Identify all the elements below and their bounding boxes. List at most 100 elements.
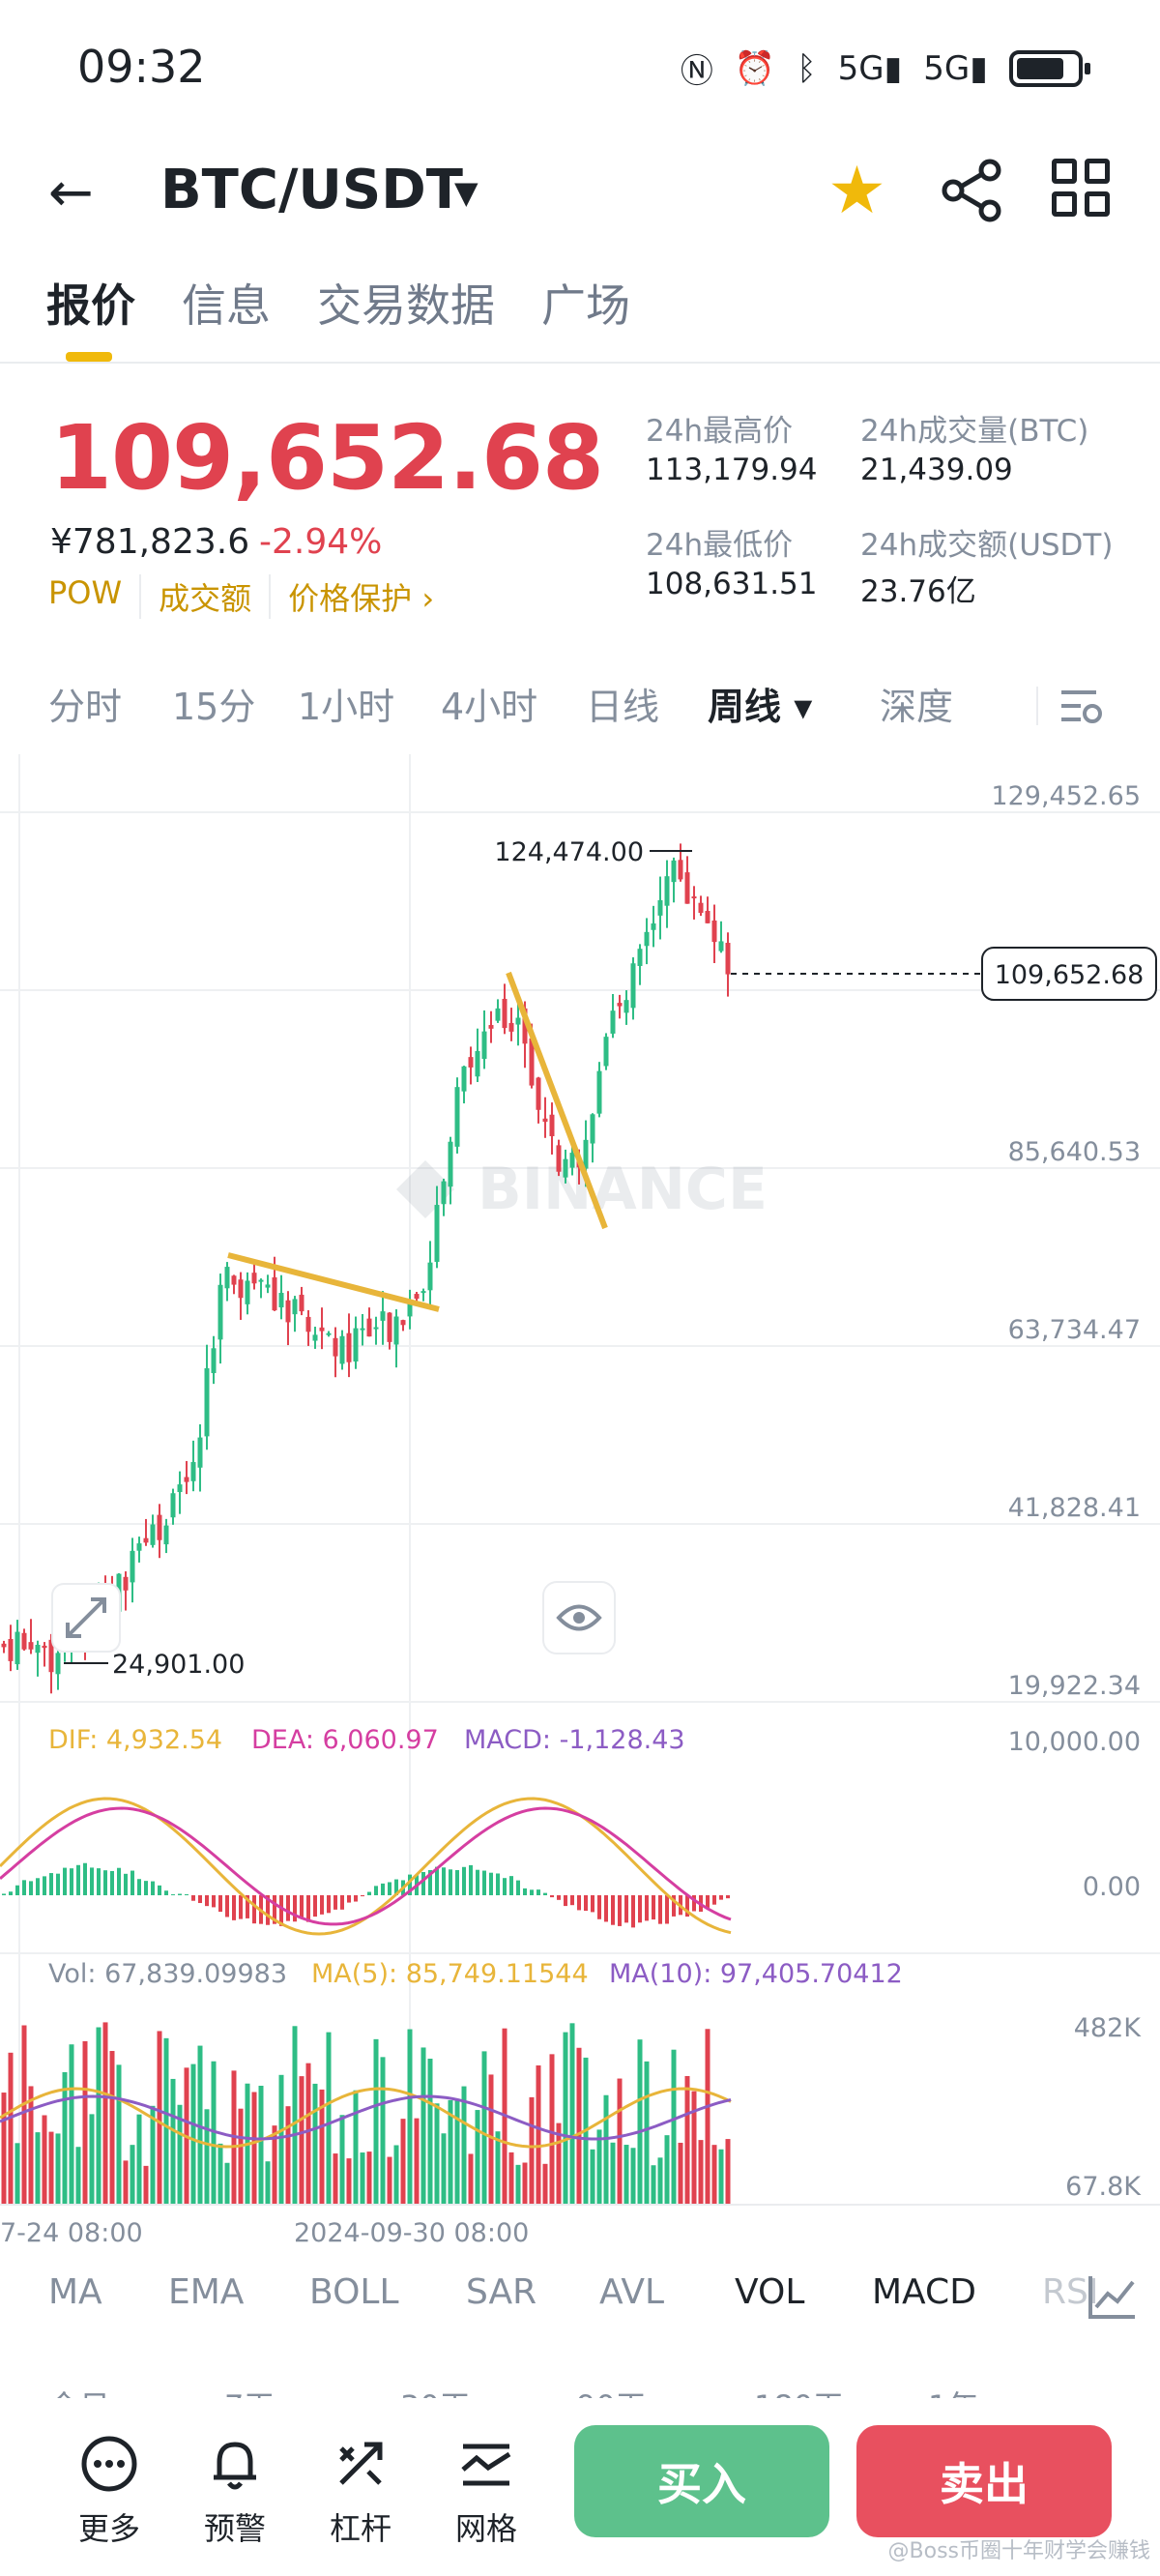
- indicator-vol[interactable]: VOL: [735, 2272, 805, 2312]
- chart-settings-icon[interactable]: [1058, 685, 1106, 727]
- candle-body: [515, 1017, 521, 1025]
- macd-histogram-bar: [327, 1895, 331, 1914]
- macd-histogram-bar: [252, 1895, 256, 1924]
- macd-layer: [0, 1797, 732, 1936]
- interval-depth[interactable]: 深度: [880, 686, 954, 728]
- indicator-macd[interactable]: MACD: [872, 2272, 976, 2312]
- candle-body: [170, 1493, 176, 1518]
- fullscreen-button[interactable]: [51, 1583, 121, 1653]
- interval-1w[interactable]: 周线 ▾: [708, 686, 813, 728]
- grid-button[interactable]: 网格: [433, 2433, 539, 2549]
- indicator-avl[interactable]: AVL: [599, 2272, 665, 2312]
- signal-5g-icon: 5G▮: [837, 48, 903, 88]
- macd-histogram-bar: [205, 1895, 209, 1907]
- volume-bar: [339, 2115, 345, 2205]
- macd-histogram-bar: [624, 1895, 628, 1923]
- volume-bar: [569, 2023, 575, 2205]
- bluetooth-icon: ᛒ: [797, 48, 817, 88]
- candle-body: [705, 910, 710, 923]
- interval-4h[interactable]: 4小时: [441, 686, 538, 728]
- candle-body: [393, 1316, 399, 1345]
- volume-bar: [123, 2160, 129, 2205]
- interval-1d[interactable]: 日线: [586, 686, 660, 728]
- tag-pow[interactable]: POW: [48, 574, 142, 619]
- volume-bar: [691, 2091, 697, 2205]
- macd-histogram-bar: [564, 1895, 567, 1907]
- tag-price-protection[interactable]: 价格保护 ›: [288, 580, 435, 617]
- macd-histogram-bar: [110, 1870, 114, 1895]
- header: ← BTC/USDT ▼ ★: [0, 145, 1160, 242]
- tab-info[interactable]: 信息: [182, 279, 271, 332]
- indicator-chart-icon[interactable]: [1087, 2272, 1139, 2321]
- leverage-button[interactable]: 杠杆: [307, 2433, 414, 2549]
- macd-histogram-bar: [388, 1882, 392, 1895]
- candle-body: [28, 1642, 34, 1650]
- candle-body: [414, 1294, 420, 1300]
- candle-body: [150, 1524, 156, 1545]
- tag-turnover[interactable]: 成交额: [159, 574, 272, 619]
- kline-chart-svg[interactable]: BINANCE 129,452.65 85,640.53 63,734.47 4…: [0, 754, 1160, 2263]
- macd-histogram-bar: [334, 1895, 337, 1910]
- tab-trading-data[interactable]: 交易数据: [317, 279, 495, 332]
- macd-histogram-bar: [15, 1885, 19, 1895]
- pair-title[interactable]: BTC/USDT: [160, 159, 463, 221]
- candle-body: [698, 902, 704, 914]
- alert-button[interactable]: 预警: [182, 2433, 288, 2549]
- status-time: 09:32: [77, 41, 206, 93]
- candle-body: [197, 1437, 203, 1468]
- volume-bar: [211, 2061, 217, 2205]
- volume-bar: [678, 2142, 683, 2205]
- candle-body: [637, 949, 643, 966]
- back-arrow-icon[interactable]: ←: [48, 161, 94, 224]
- volume-bar: [603, 2094, 609, 2205]
- macd-histogram-bar: [22, 1880, 26, 1895]
- indicator-sar[interactable]: SAR: [466, 2272, 537, 2312]
- volume-bar: [75, 2147, 81, 2205]
- indicator-boll[interactable]: BOLL: [309, 2272, 399, 2312]
- sell-button[interactable]: 卖出: [856, 2425, 1112, 2537]
- interval-selector: 分时 15分 1小时 4小时 日线 周线 ▾ 深度: [0, 677, 1160, 754]
- tab-quote[interactable]: 报价: [46, 279, 135, 332]
- macd-histogram-bar: [428, 1869, 432, 1895]
- interval-15m[interactable]: 15分: [172, 686, 256, 728]
- caret-down-icon[interactable]: ▼: [454, 174, 478, 211]
- candle-body: [14, 1631, 20, 1665]
- candle-body: [130, 1550, 135, 1583]
- candle-body: [387, 1312, 392, 1342]
- macd-histogram-bar: [482, 1870, 486, 1895]
- alarm-icon: ⏰: [734, 48, 776, 88]
- indicator-ma[interactable]: MA: [48, 2272, 102, 2312]
- share-icon[interactable]: [938, 157, 1005, 224]
- macd-histogram-bar: [361, 1895, 364, 1897]
- tab-square[interactable]: 广场: [541, 279, 630, 332]
- kline-chart[interactable]: BINANCE 129,452.65 85,640.53 63,734.47 4…: [0, 754, 1160, 2263]
- volume-bar: [299, 2076, 304, 2205]
- candle-body: [305, 1316, 311, 1332]
- interval-1h[interactable]: 1小时: [298, 686, 395, 728]
- main-tabs: 报价 信息 交易数据 广场: [0, 271, 1160, 364]
- candle-body: [407, 1302, 413, 1317]
- candle-body: [549, 1114, 555, 1137]
- macd-histogram-bar: [692, 1895, 696, 1912]
- eye-toggle-button[interactable]: [542, 1581, 616, 1654]
- indicator-ema[interactable]: EMA: [168, 2272, 245, 2312]
- macd-histogram-bar: [130, 1870, 134, 1895]
- tab-indicator: [66, 352, 112, 362]
- volume-bar: [522, 2162, 528, 2205]
- trendline-2[interactable]: [506, 971, 608, 1230]
- candle-body: [624, 1000, 629, 1013]
- interval-timeshare[interactable]: 分时: [48, 686, 123, 728]
- macd-histogram-bar: [293, 1895, 297, 1922]
- candle-body: [238, 1279, 244, 1299]
- candle-body: [278, 1293, 284, 1308]
- candle-body: [136, 1543, 142, 1551]
- macd-histogram-bar: [340, 1895, 344, 1910]
- volume-bar: [136, 2114, 142, 2205]
- buy-button[interactable]: 买入: [574, 2425, 829, 2537]
- candle-body: [657, 899, 663, 916]
- y-axis-label: 85,640.53: [1008, 1137, 1141, 1167]
- favorite-star-icon[interactable]: ★: [827, 153, 886, 229]
- more-button[interactable]: 更多: [56, 2433, 162, 2549]
- apps-grid-icon[interactable]: [1052, 159, 1110, 217]
- trendline-1[interactable]: [227, 1252, 440, 1312]
